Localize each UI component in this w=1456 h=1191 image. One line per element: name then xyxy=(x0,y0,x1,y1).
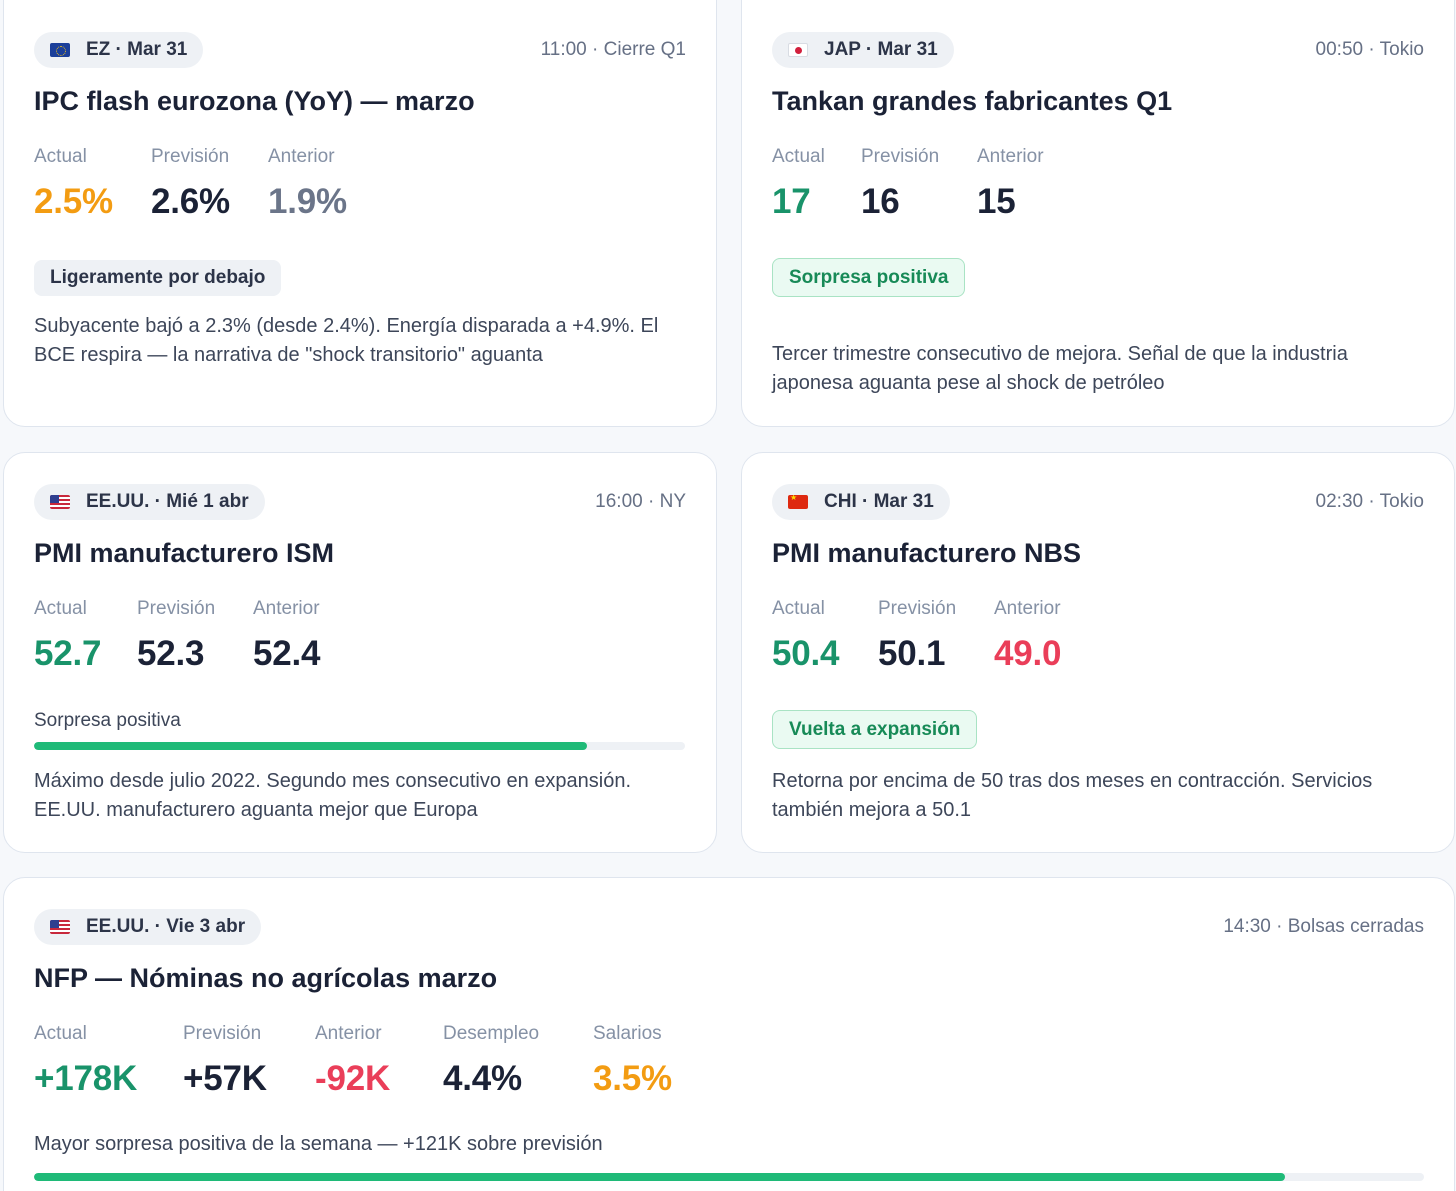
event-title: NFP — Nóminas no agrícolas marzo xyxy=(34,963,498,993)
release-time: 11:00 · Cierre Q1 xyxy=(540,39,686,60)
stat-label: Previsión xyxy=(183,1023,262,1044)
region-date: EE.UU. · Vie 3 abr xyxy=(86,916,246,937)
stat-prevision: Previsión 2.6% xyxy=(151,146,230,222)
stat-label: Previsión xyxy=(861,146,940,167)
stat-prevision: Previsión +57K xyxy=(183,1023,267,1099)
stat-value: 4.4% xyxy=(443,1059,522,1098)
stat-label: Salarios xyxy=(593,1023,662,1044)
region-date: CHI · Mar 31 xyxy=(824,491,934,512)
us-flag-icon xyxy=(50,920,70,934)
stat-actual: Actual 17 xyxy=(772,146,825,222)
stat-value: 1.9% xyxy=(268,182,347,221)
stat-value: 50.4 xyxy=(772,634,840,673)
event-title: Tankan grandes fabricantes Q1 xyxy=(772,86,1173,116)
stat-value: 52.3 xyxy=(137,634,205,673)
stat-value: 52.7 xyxy=(34,634,102,673)
china-flag-icon xyxy=(788,495,808,509)
stat-value: 52.4 xyxy=(253,634,321,673)
surprise-bar xyxy=(34,1173,1424,1181)
event-card-ipc-eurozona: EZ · Mar 31 11:00 · Cierre Q1 IPC flash … xyxy=(3,0,717,427)
stat-label: Actual xyxy=(34,598,87,619)
surprise-bar-label: Sorpresa positiva xyxy=(34,710,181,731)
stat-value: 3.5% xyxy=(593,1059,672,1098)
stat-actual: Actual +178K xyxy=(34,1023,137,1099)
stat-prevision: Previsión 52.3 xyxy=(137,598,215,674)
event-card-nfp: EE.UU. · Vie 3 abr 14:30 · Bolsas cerrad… xyxy=(3,877,1455,1191)
region-date: EZ · Mar 31 xyxy=(86,39,188,60)
region-date-pill: EZ · Mar 31 xyxy=(34,32,204,68)
stat-value: 16 xyxy=(861,182,900,221)
surprise-badge: Sorpresa positiva xyxy=(772,258,966,297)
release-time: 00:50 · Tokio xyxy=(1315,39,1424,60)
stat-label: Previsión xyxy=(151,146,230,167)
region-date-pill: EE.UU. · Vie 3 abr xyxy=(34,909,262,945)
region-date: JAP · Mar 31 xyxy=(824,39,938,60)
stat-value: 49.0 xyxy=(994,634,1062,673)
stat-value: 2.5% xyxy=(34,182,113,221)
region-date: EE.UU. · Mié 1 abr xyxy=(86,491,249,512)
stat-label: Anterior xyxy=(977,146,1044,167)
region-date-pill: EE.UU. · Mié 1 abr xyxy=(34,484,265,520)
event-title: IPC flash eurozona (YoY) — marzo xyxy=(34,86,475,116)
stat-anterior: Anterior 1.9% xyxy=(268,146,347,222)
event-note: Tercer trimestre consecutivo de mejora. … xyxy=(772,343,1348,394)
surprise-badge: Vuelta a expansión xyxy=(772,710,978,749)
stat-desempleo: Desempleo 4.4% xyxy=(443,1023,539,1099)
stat-label: Anterior xyxy=(994,598,1061,619)
release-time: 16:00 · NY xyxy=(595,491,686,512)
stat-actual: Actual 50.4 xyxy=(772,598,840,674)
stat-prevision: Previsión 50.1 xyxy=(878,598,956,674)
stat-label: Anterior xyxy=(315,1023,382,1044)
region-date-pill: JAP · Mar 31 xyxy=(772,32,954,68)
event-title: PMI manufacturero NBS xyxy=(772,538,1082,568)
stat-value: 15 xyxy=(977,182,1016,221)
stat-label: Anterior xyxy=(268,146,335,167)
surprise-bar-fill xyxy=(34,742,588,750)
stat-label: Actual xyxy=(34,1023,87,1044)
release-time: 02:30 · Tokio xyxy=(1315,491,1424,512)
stat-label: Previsión xyxy=(878,598,957,619)
stat-value: 17 xyxy=(772,182,811,221)
stat-label: Actual xyxy=(772,146,825,167)
us-flag-icon xyxy=(50,495,70,509)
event-note: Retorna por encima de 50 tras dos meses … xyxy=(772,770,1373,821)
region-date-pill: CHI · Mar 31 xyxy=(772,484,950,520)
event-card-pmi-ism: EE.UU. · Mié 1 abr 16:00 · NY PMI manufa… xyxy=(3,452,717,853)
stat-prevision: Previsión 16 xyxy=(861,146,939,222)
surprise-bar-fill xyxy=(34,1173,1285,1181)
surprise-bar-label: Mayor sorpresa positiva de la semana — +… xyxy=(34,1133,603,1155)
event-title: PMI manufacturero ISM xyxy=(34,538,335,568)
stat-anterior: Anterior -92K xyxy=(315,1023,390,1099)
stat-actual: Actual 2.5% xyxy=(34,146,113,222)
stat-actual: Actual 52.7 xyxy=(34,598,102,674)
stat-label: Actual xyxy=(772,598,825,619)
stat-label: Actual xyxy=(34,146,87,167)
surprise-badge: Ligeramente por debajo xyxy=(34,260,282,296)
stat-label: Desempleo xyxy=(443,1023,540,1044)
japan-flag-icon xyxy=(788,43,808,57)
stat-value: -92K xyxy=(315,1059,391,1098)
stat-value: 50.1 xyxy=(878,634,946,673)
stat-value: 2.6% xyxy=(151,182,230,221)
surprise-bar xyxy=(34,742,685,750)
event-card-pmi-nbs: CHI · Mar 31 02:30 · Tokio PMI manufactu… xyxy=(741,452,1455,853)
event-note: Máximo desde julio 2022. Segundo mes con… xyxy=(34,770,632,821)
stat-anterior: Anterior 15 xyxy=(977,146,1044,222)
event-note: Subyacente bajó a 2.3% (desde 2.4%). Ene… xyxy=(34,315,659,366)
stat-label: Anterior xyxy=(253,598,320,619)
stat-anterior: Anterior 49.0 xyxy=(994,598,1062,674)
stat-value: +178K xyxy=(34,1059,138,1098)
event-card-tankan: JAP · Mar 31 00:50 · Tokio Tankan grande… xyxy=(741,0,1455,427)
stat-anterior: Anterior 52.4 xyxy=(253,598,321,674)
release-time: 14:30 · Bolsas cerradas xyxy=(1223,916,1424,937)
stat-value: +57K xyxy=(183,1059,267,1098)
stat-salarios: Salarios 3.5% xyxy=(593,1023,672,1099)
stat-label: Previsión xyxy=(137,598,216,619)
eu-flag-icon xyxy=(50,43,70,57)
